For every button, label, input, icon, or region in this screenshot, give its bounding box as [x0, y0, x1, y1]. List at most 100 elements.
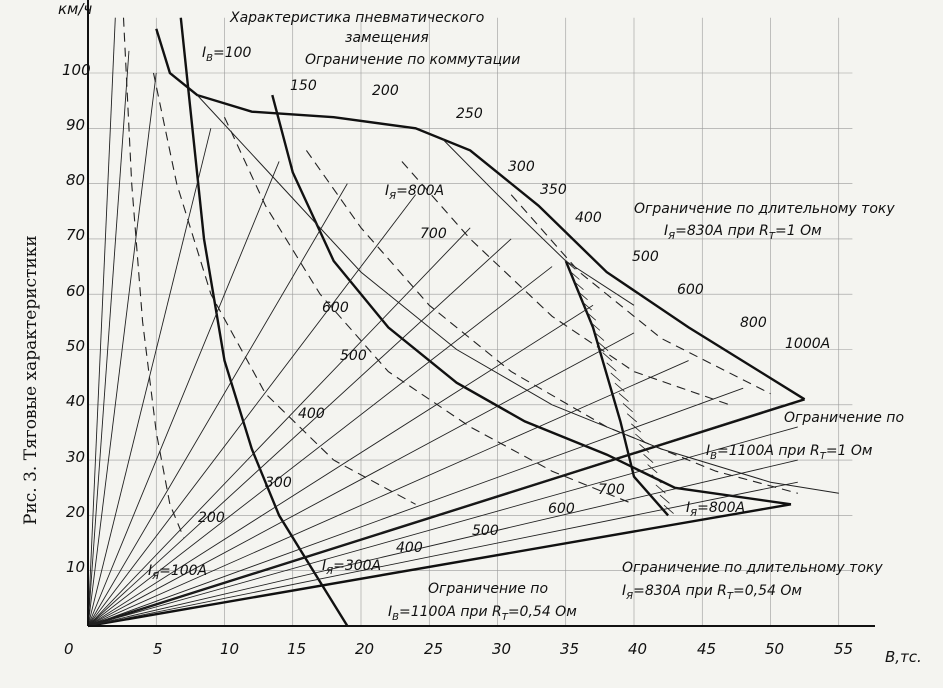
- hatch-line: [655, 484, 666, 494]
- ib1100-1-end: =1 Ом: [826, 443, 873, 459]
- iv100-sub: В: [206, 53, 213, 64]
- x-tick-label: 5: [153, 640, 163, 658]
- hatch-line: [602, 352, 613, 362]
- iya100-i: I: [148, 563, 152, 579]
- iv100-label: IВ=100: [202, 45, 252, 64]
- y-tick-label: 70: [66, 226, 85, 244]
- cont-bot-val: =830А при R: [633, 583, 727, 599]
- hatch-line: [663, 504, 674, 514]
- cont-top-label-2: IЯ=830А при RТ=1 Ом: [664, 223, 822, 242]
- dashed-curve: [122, 17, 185, 538]
- hatch-line: [647, 464, 658, 474]
- y-tick-labels: 10 20 30 40 50 60 70 80 90 100: [62, 61, 91, 576]
- cont-bot-sub: Я: [625, 591, 633, 602]
- y-axis-label: км/ч: [58, 0, 92, 18]
- ib1100-1-label-a: Ограничение по: [784, 410, 904, 426]
- x-tick-label: 25: [424, 640, 443, 658]
- y-tick-label: 80: [66, 171, 85, 189]
- field-current-label: 250: [456, 106, 483, 122]
- y-tick-label: 40: [66, 392, 85, 410]
- field-current-labels: 150 200 250 300 350 400 500 600 800 1000…: [290, 78, 830, 352]
- y-tick-label: 20: [66, 503, 85, 521]
- field-current-label: 1000А: [785, 336, 830, 352]
- hatch-line: [618, 392, 629, 402]
- hatch-line: [606, 362, 617, 372]
- ray-line: [87, 481, 798, 627]
- field-current-label: 200: [372, 83, 399, 99]
- thin-curve: [196, 94, 839, 494]
- armature-current-label: 600: [548, 501, 575, 517]
- iya300-i: I: [322, 558, 326, 574]
- cont-bot-i: I: [622, 583, 626, 599]
- pneumatic-label-1: Характеристика пневматического: [229, 10, 484, 26]
- ray-line: [87, 387, 744, 627]
- x-tick-label: 20: [355, 640, 374, 658]
- iya800-low-sub: Я: [689, 508, 697, 519]
- cont-top-end: =1 Ом: [775, 223, 822, 239]
- x-tick-label: 40: [628, 640, 647, 658]
- curves: [87, 17, 839, 628]
- annotations: Характеристика пневматического замещения…: [148, 10, 904, 623]
- hatch-line: [659, 494, 670, 504]
- ib1100-054-sub: В: [392, 612, 399, 623]
- field-current-label: 400: [575, 210, 602, 226]
- y-tick-label: 90: [66, 116, 85, 134]
- ray-line: [87, 360, 689, 627]
- hatch-line: [594, 331, 605, 341]
- ray-line: [87, 183, 348, 627]
- x-tick-label: 50: [765, 640, 784, 658]
- armature-current-label: 700: [420, 226, 447, 242]
- ib1100-1-val: =1100А при R: [717, 443, 820, 459]
- iya800-low-val: =800А: [697, 500, 745, 516]
- iya800-low-label: IЯ=800А: [686, 500, 745, 519]
- ray-line: [87, 50, 130, 627]
- field-current-label: 350: [540, 182, 567, 198]
- dashed-curve: [510, 194, 771, 395]
- x-tick-label: 0: [64, 640, 74, 658]
- ib1100-054-label-b: IВ=1100А при RТ=0,54 Ом: [388, 604, 577, 623]
- ib1100-054-label-a: Ограничение по: [428, 581, 548, 597]
- field-current-label: 800: [740, 315, 767, 331]
- ray-line: [87, 161, 280, 627]
- ray-line: [87, 72, 157, 627]
- ray-line: [87, 304, 594, 627]
- hatch-line: [643, 454, 654, 463]
- x-tick-label: 55: [834, 640, 853, 658]
- field-current-label: 300: [508, 159, 535, 175]
- iya100-sub: Я: [151, 571, 159, 582]
- hatch-line: [598, 342, 609, 352]
- ray-line: [87, 404, 785, 627]
- ray-line: [87, 227, 471, 627]
- cont-bot-label-1: Ограничение по длительному току: [622, 560, 883, 576]
- commutation-label: Ограничение по коммутации: [305, 52, 520, 68]
- cont-bot-end: =0,54 Ом: [733, 583, 802, 599]
- x-tick-label: 30: [492, 640, 511, 658]
- y-tick-label: 30: [66, 448, 85, 466]
- iya800-i: I: [385, 183, 389, 199]
- hatch-line: [577, 291, 588, 301]
- armature-current-label: 500: [472, 523, 499, 539]
- hatch-line: [610, 372, 621, 382]
- ib1100-1-rsub: Т: [820, 451, 827, 462]
- hatch-line: [590, 321, 601, 331]
- series-line: [87, 503, 792, 628]
- dashed-curve: [305, 150, 798, 494]
- ib1100-054-val: =1100А при R: [399, 604, 502, 620]
- iya800-label: IЯ=800А: [385, 183, 444, 202]
- hatch-line: [651, 474, 662, 484]
- field-current-label: 150: [290, 78, 317, 94]
- y-tick-label: 100: [62, 61, 91, 79]
- ib1100-1-i: I: [706, 443, 710, 459]
- hatch-line: [639, 443, 650, 453]
- cont-top-sub: Я: [667, 231, 675, 242]
- hatch-line: [631, 423, 642, 433]
- hatch-line: [626, 413, 637, 423]
- cont-bot-label-2: IЯ=830А при RТ=0,54 Ом: [622, 583, 802, 602]
- x-tick-label: 15: [287, 640, 306, 658]
- hatch-line: [585, 311, 597, 321]
- hatch-line: [569, 270, 580, 280]
- armature-current-label: 300: [265, 475, 292, 491]
- ib1100-1-sub: В: [710, 451, 717, 462]
- iya800-sub: Я: [388, 191, 396, 202]
- cont-top-rsub: Т: [769, 231, 776, 242]
